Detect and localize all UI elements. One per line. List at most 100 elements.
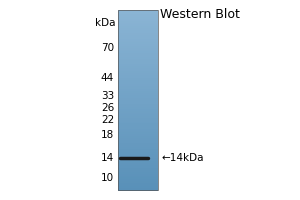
Bar xyxy=(118,35,158,38)
Bar xyxy=(118,53,158,55)
Text: 22: 22 xyxy=(101,115,114,125)
Bar xyxy=(118,100,158,102)
Bar xyxy=(118,159,158,162)
Bar xyxy=(118,28,158,30)
Bar xyxy=(118,134,158,136)
Bar xyxy=(118,104,158,106)
Bar xyxy=(118,107,158,110)
Bar xyxy=(118,37,158,39)
Bar xyxy=(118,57,158,59)
Bar xyxy=(118,131,158,133)
Bar xyxy=(118,140,158,142)
Text: 18: 18 xyxy=(101,130,114,140)
Text: kDa: kDa xyxy=(95,18,116,28)
Text: 14: 14 xyxy=(101,153,114,163)
Bar xyxy=(118,122,158,124)
Bar xyxy=(118,17,158,20)
Bar xyxy=(118,156,158,158)
Bar xyxy=(118,15,158,18)
Bar xyxy=(118,143,158,146)
Bar xyxy=(118,78,158,81)
Bar xyxy=(118,154,158,156)
Bar xyxy=(118,75,158,77)
Bar xyxy=(118,149,158,151)
Bar xyxy=(118,87,158,90)
Text: ←14kDa: ←14kDa xyxy=(162,153,205,163)
Bar xyxy=(118,62,158,64)
Bar xyxy=(118,55,158,57)
Bar xyxy=(118,30,158,32)
Bar xyxy=(118,14,158,16)
Bar xyxy=(118,188,158,190)
Bar xyxy=(118,71,158,73)
Bar xyxy=(118,123,158,126)
Bar xyxy=(118,145,158,147)
Bar xyxy=(118,46,158,48)
Bar xyxy=(118,185,158,187)
Bar xyxy=(118,170,158,172)
Bar xyxy=(118,136,158,138)
Bar xyxy=(118,116,158,118)
Bar xyxy=(118,12,158,14)
Bar xyxy=(118,41,158,43)
Bar xyxy=(118,42,158,45)
Bar xyxy=(118,172,158,174)
Bar xyxy=(118,129,158,131)
Bar xyxy=(118,105,158,108)
Bar xyxy=(118,82,158,84)
Text: 10: 10 xyxy=(101,173,114,183)
Bar xyxy=(118,141,158,144)
Bar xyxy=(118,89,158,92)
Bar xyxy=(118,167,158,169)
Bar xyxy=(118,48,158,50)
Bar xyxy=(118,181,158,183)
Bar xyxy=(118,174,158,176)
Bar xyxy=(118,59,158,61)
Bar xyxy=(118,51,158,54)
Bar xyxy=(118,161,158,164)
Bar xyxy=(118,64,158,66)
Bar xyxy=(118,109,158,111)
Bar xyxy=(118,183,158,185)
Bar xyxy=(118,84,158,86)
Bar xyxy=(118,91,158,93)
Bar xyxy=(118,93,158,95)
Text: 26: 26 xyxy=(101,103,114,113)
Bar xyxy=(118,32,158,34)
Bar xyxy=(118,102,158,104)
Bar xyxy=(118,176,158,178)
Bar xyxy=(118,10,158,12)
Bar xyxy=(118,44,158,46)
Text: 44: 44 xyxy=(101,73,114,83)
Bar xyxy=(118,163,158,165)
Bar xyxy=(118,96,158,99)
Bar xyxy=(118,120,158,122)
Bar xyxy=(118,186,158,189)
Bar xyxy=(118,24,158,27)
Bar xyxy=(118,33,158,36)
Bar xyxy=(118,39,158,41)
Bar xyxy=(118,127,158,129)
Bar xyxy=(118,158,158,160)
Bar xyxy=(118,168,158,171)
Bar xyxy=(118,132,158,135)
Bar xyxy=(118,111,158,113)
Bar xyxy=(118,150,158,153)
Bar xyxy=(118,50,158,52)
Text: 70: 70 xyxy=(101,43,114,53)
Bar xyxy=(118,23,158,25)
Bar xyxy=(118,98,158,100)
Bar xyxy=(118,26,158,28)
Bar xyxy=(118,77,158,79)
Text: 33: 33 xyxy=(101,91,114,101)
Bar xyxy=(118,68,158,70)
Bar xyxy=(118,177,158,180)
Bar xyxy=(118,73,158,75)
Bar xyxy=(118,69,158,72)
Bar xyxy=(118,19,158,21)
Bar xyxy=(118,147,158,149)
Bar xyxy=(118,66,158,68)
Bar xyxy=(118,80,158,82)
Bar xyxy=(118,118,158,120)
Bar xyxy=(118,95,158,97)
